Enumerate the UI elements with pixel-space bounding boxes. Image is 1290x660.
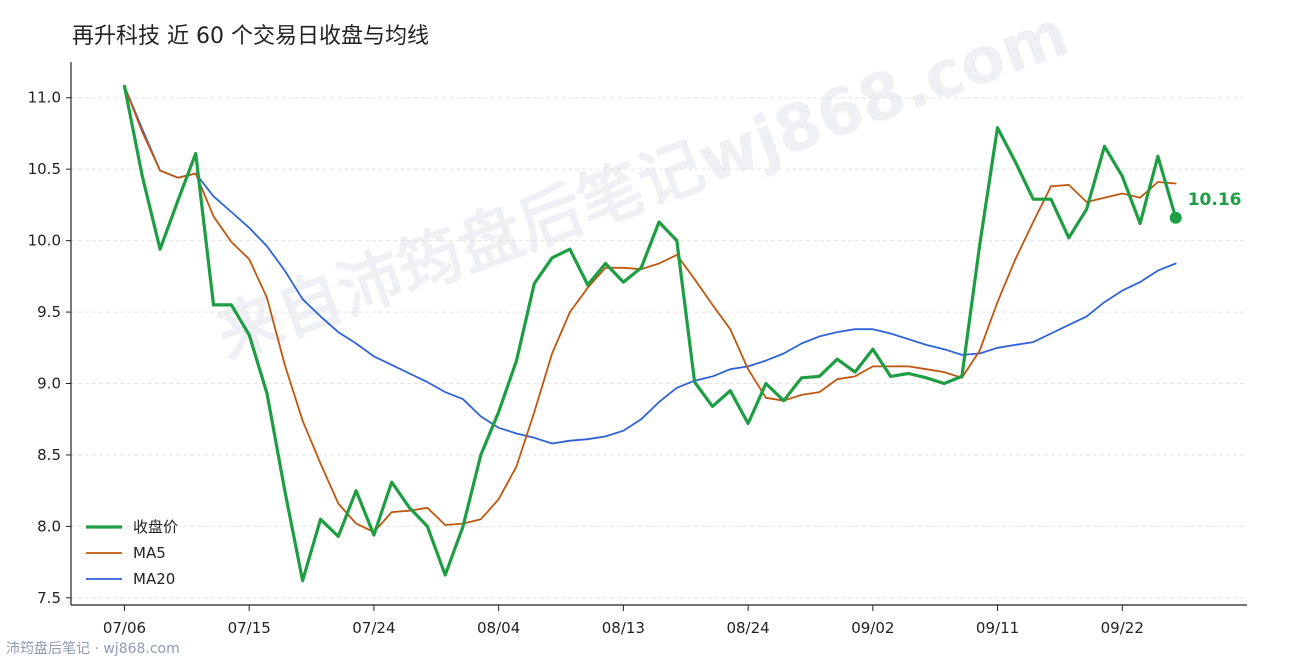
y-tick-label: 11.0: [28, 89, 61, 107]
watermark-layer: 来自沛筠盘后笔记wj868.com: [208, 0, 1079, 374]
y-tick-label: 10.5: [28, 160, 61, 178]
axis-layer: 7.5 8.0 8.5 9.0 9.5 10.0 10.5 11.0 07/06 07/15 07/…: [28, 62, 1247, 637]
last-value-label: 10.16: [1188, 190, 1242, 210]
x-tick-label: 08/04: [477, 619, 520, 637]
last-point-marker: [1169, 211, 1182, 224]
close-price-line: [122, 84, 1178, 583]
y-tick-label: 8.0: [37, 517, 61, 535]
x-tick-label: 07/15: [228, 619, 271, 637]
series-layer: 10.16: [122, 84, 1242, 583]
x-tick-label: 09/02: [851, 619, 894, 637]
ma5-line: [123, 85, 1177, 533]
watermark-text: 来自沛筠盘后笔记wj868.com: [208, 0, 1079, 374]
y-tick-label: 7.5: [37, 589, 61, 607]
y-tick-label: 9.0: [37, 375, 61, 393]
legend-label: MA5: [133, 544, 166, 562]
legend-label: MA20: [133, 570, 175, 588]
grid-layer: [71, 97, 1247, 599]
ma20-line: [123, 85, 1177, 445]
y-tick-label: 8.5: [37, 446, 61, 464]
x-tick-label: 09/11: [976, 619, 1019, 637]
x-tick-label: 07/06: [103, 619, 146, 637]
chart-title: 再升科技 近 60 个交易日收盘与均线: [72, 24, 429, 49]
x-tick-label: 08/24: [726, 619, 769, 637]
footer-credit: 沛筠盘后笔记 · wj868.com: [6, 641, 180, 657]
y-tick-label: 9.5: [37, 303, 61, 321]
x-tick-label: 08/13: [602, 619, 645, 637]
x-tick-label: 07/24: [352, 619, 395, 637]
x-tick-label: 09/22: [1101, 619, 1144, 637]
legend-label: 收盘价: [133, 518, 178, 536]
legend: 收盘价 MA5 MA20: [86, 518, 178, 588]
y-tick-label: 10.0: [28, 232, 61, 250]
